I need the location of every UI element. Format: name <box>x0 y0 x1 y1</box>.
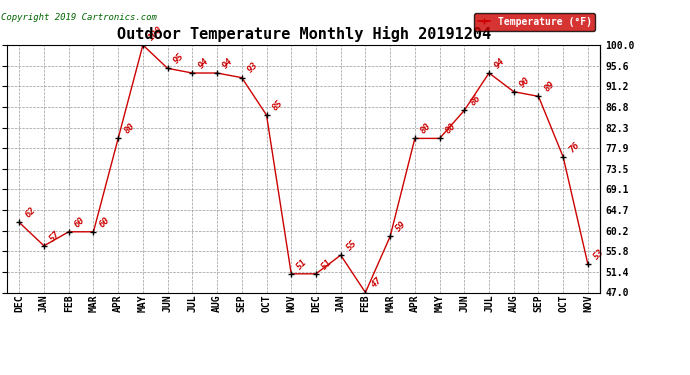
Text: 47: 47 <box>370 276 384 290</box>
Text: 60: 60 <box>97 215 112 229</box>
Text: 94: 94 <box>493 56 507 70</box>
Text: 53: 53 <box>592 248 606 262</box>
Text: 60: 60 <box>73 215 87 229</box>
Text: 94: 94 <box>221 56 235 70</box>
Text: 95: 95 <box>172 52 186 66</box>
Text: 100: 100 <box>147 24 165 42</box>
Text: 85: 85 <box>270 98 285 112</box>
Text: 57: 57 <box>48 229 62 243</box>
Text: 80: 80 <box>122 122 137 136</box>
Text: 55: 55 <box>345 238 359 252</box>
Text: 80: 80 <box>419 122 433 136</box>
Text: 51: 51 <box>320 257 334 271</box>
Text: 76: 76 <box>567 140 582 154</box>
Text: 93: 93 <box>246 61 260 75</box>
Text: 86: 86 <box>469 94 482 108</box>
Legend: Temperature (°F): Temperature (°F) <box>474 13 595 30</box>
Title: Outdoor Temperature Monthly High 20191204: Outdoor Temperature Monthly High 2019120… <box>117 27 491 42</box>
Text: 51: 51 <box>295 257 309 271</box>
Text: Copyright 2019 Cartronics.com: Copyright 2019 Cartronics.com <box>1 13 157 22</box>
Text: 94: 94 <box>197 56 210 70</box>
Text: 80: 80 <box>444 122 457 136</box>
Text: 89: 89 <box>542 80 557 94</box>
Text: 62: 62 <box>23 206 37 220</box>
Text: 59: 59 <box>394 220 408 234</box>
Text: 90: 90 <box>518 75 532 89</box>
